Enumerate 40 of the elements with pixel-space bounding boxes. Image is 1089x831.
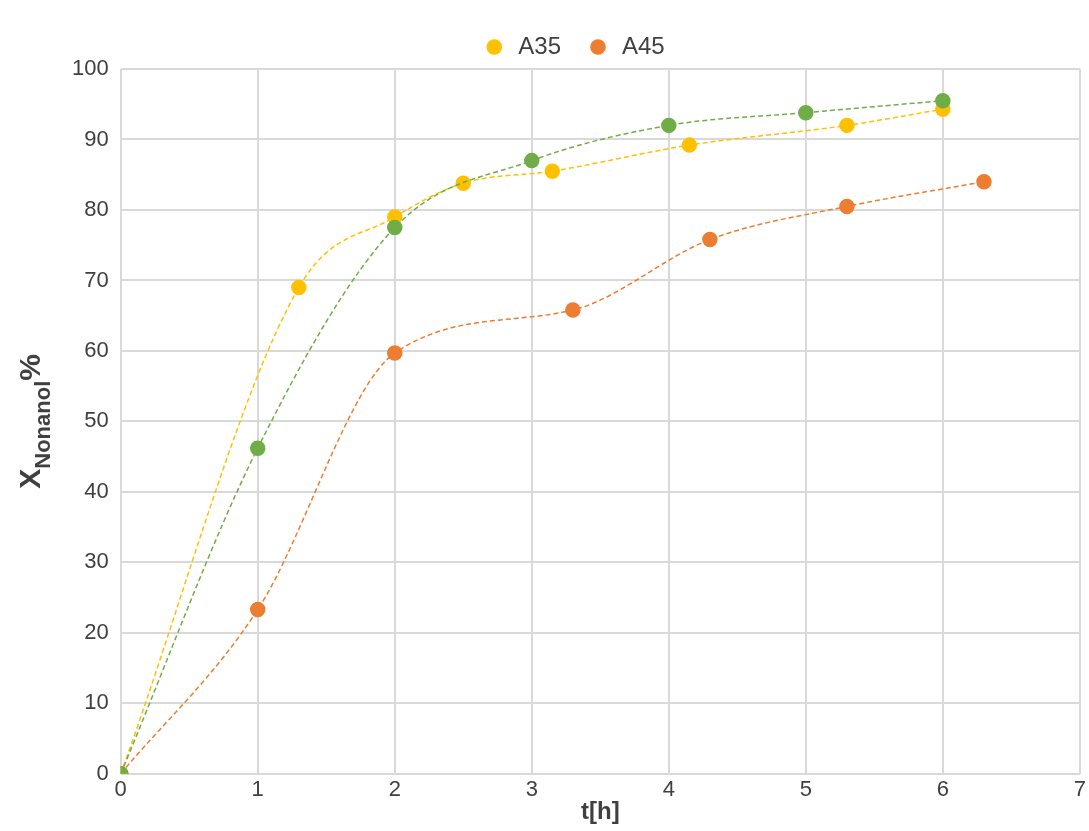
y-tick-label: 80 (84, 196, 109, 222)
point (839, 198, 855, 215)
point (387, 345, 403, 361)
x-tick-label: 2 (388, 776, 401, 802)
x-axis-title: t[h] (580, 797, 620, 825)
point (249, 601, 266, 618)
legend-label: A35 (518, 31, 561, 59)
x-tick-label: 4 (662, 776, 675, 802)
point (798, 104, 814, 121)
y-tick-label: 100 (71, 55, 109, 81)
point (839, 117, 855, 134)
point (249, 440, 266, 456)
y-tick-label: 10 (84, 689, 109, 715)
point (387, 219, 403, 236)
point (702, 231, 718, 248)
y-tick-label: 30 (84, 548, 109, 574)
y-tick-label: 20 (84, 618, 109, 644)
x-tick-label: 7 (1073, 776, 1087, 802)
point (681, 137, 698, 153)
point (935, 92, 951, 109)
y-tick-label: 0 (96, 759, 109, 785)
x-tick-label: 6 (936, 776, 949, 802)
point (291, 279, 307, 296)
y-tick-label: 60 (84, 336, 109, 362)
x-tick-label: 3 (525, 776, 538, 802)
point (455, 175, 472, 191)
point (976, 174, 992, 190)
point (544, 163, 561, 179)
y-tick-label: 90 (84, 125, 109, 151)
x-tick-label: 5 (799, 776, 812, 802)
y-axis-title: XNonanol% (13, 354, 55, 489)
y-tick-label: 50 (84, 407, 109, 433)
y-tick-label: 70 (84, 266, 109, 292)
x-tick-label: 0 (114, 776, 127, 802)
x-tick-label: 1 (251, 776, 264, 802)
point (565, 302, 581, 318)
point (661, 117, 677, 134)
y-tick-label: 40 (84, 477, 109, 503)
point (524, 152, 540, 169)
legend-label: A45 (622, 31, 665, 59)
